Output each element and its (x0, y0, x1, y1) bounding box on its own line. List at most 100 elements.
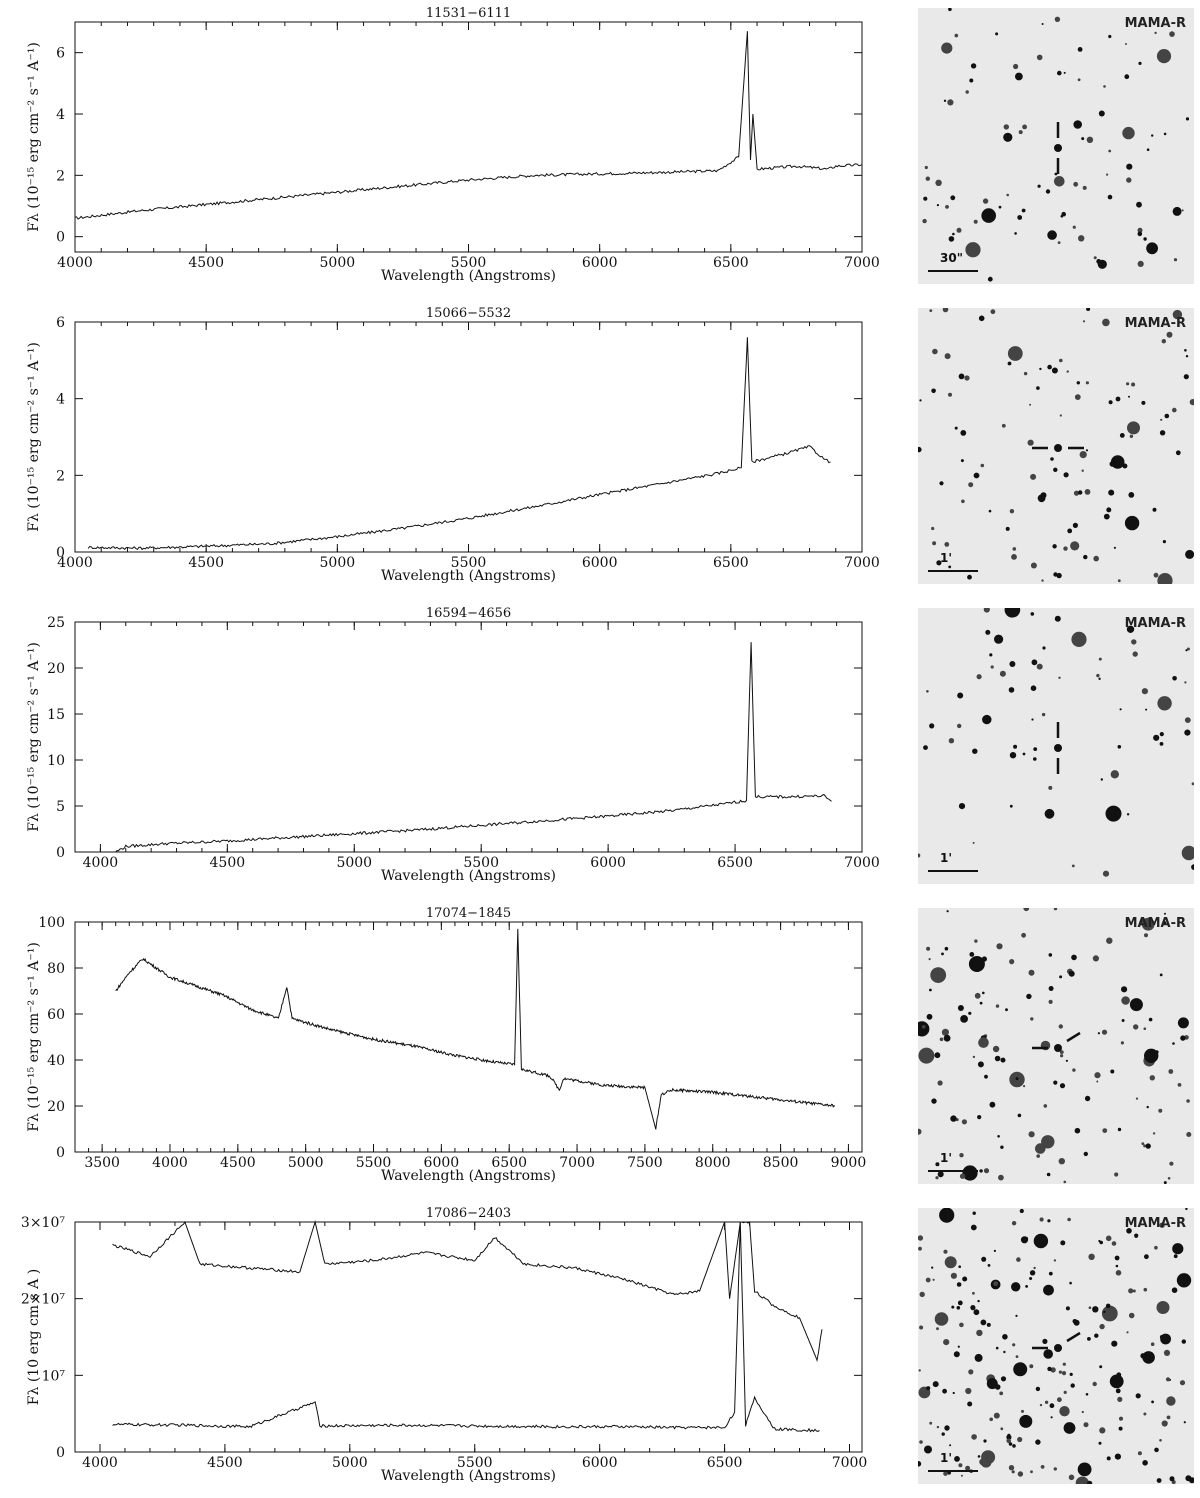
star (918, 1461, 922, 1467)
star (1092, 955, 1099, 962)
star (1125, 43, 1127, 45)
star (1030, 1470, 1033, 1474)
star (1169, 31, 1175, 37)
y-axis-label: Fλ (10⁻¹⁵ erg cm⁻² s⁻¹ A⁻¹) (26, 642, 42, 832)
star (1021, 208, 1026, 213)
star (1185, 549, 1194, 559)
star (1101, 1029, 1108, 1035)
star (943, 99, 947, 103)
star (1173, 1254, 1178, 1259)
chart-title: 16594−4656 (426, 606, 511, 621)
star (1184, 349, 1187, 352)
star (1030, 562, 1037, 569)
star (1062, 1362, 1066, 1366)
star (1186, 647, 1190, 651)
target-star (1054, 144, 1062, 152)
star (1023, 1085, 1026, 1088)
star (1036, 1154, 1040, 1158)
star (976, 674, 982, 680)
star (1154, 1447, 1159, 1453)
star (957, 1300, 963, 1306)
star (982, 991, 985, 995)
star (1181, 1339, 1186, 1344)
star (1021, 1409, 1024, 1413)
star (1102, 870, 1110, 877)
star (1086, 1480, 1093, 1484)
plate-label: MAMA-R (1124, 316, 1186, 331)
star (1066, 370, 1069, 373)
star (1132, 651, 1138, 657)
star (1115, 1388, 1121, 1394)
star (957, 1005, 964, 1011)
star (934, 1052, 941, 1059)
star (1100, 778, 1103, 781)
star (1006, 1434, 1012, 1440)
x-tick-label: 7500 (627, 1155, 663, 1171)
star (1063, 546, 1068, 551)
star (934, 1312, 949, 1326)
star (1177, 1017, 1189, 1029)
star (1109, 461, 1115, 467)
star (918, 1235, 924, 1241)
y-tick-label: 0 (56, 1145, 65, 1161)
finding-chart: MAMA-R 1' (918, 608, 1194, 884)
star (1094, 1333, 1099, 1338)
star (1000, 1427, 1004, 1431)
star (993, 1412, 1000, 1419)
x-tick-label: 5500 (451, 555, 487, 571)
star (1126, 1331, 1129, 1334)
star (1056, 572, 1062, 579)
chart-title: 15066−5532 (426, 306, 511, 321)
star (978, 1037, 989, 1048)
finding-chart: MAMA-R 1' (918, 908, 1194, 1184)
star (941, 952, 944, 956)
star (960, 430, 967, 436)
star (982, 716, 988, 722)
star (1057, 70, 1062, 76)
star (1152, 1132, 1156, 1135)
star (1106, 507, 1112, 513)
star (1065, 1306, 1070, 1311)
x-tick-label: 6500 (713, 255, 749, 271)
star-field (918, 908, 1192, 1184)
star (961, 1119, 967, 1125)
star (943, 1034, 951, 1042)
star (1157, 696, 1172, 711)
star (1108, 34, 1112, 39)
star (1015, 1077, 1019, 1081)
spectrum-chart: 3500 4000 4500 5000 5500 6000 6500 7000 7500 8000… (26, 906, 866, 1184)
star (950, 1115, 957, 1122)
star (1070, 1383, 1075, 1388)
star (977, 1115, 982, 1120)
star (1169, 1161, 1174, 1166)
star (959, 1153, 964, 1158)
star (960, 459, 964, 463)
x-tick-label: 5500 (451, 255, 487, 271)
star (970, 1305, 976, 1311)
star (1121, 986, 1128, 993)
star (1060, 1240, 1066, 1246)
star (1020, 1236, 1029, 1244)
y-tick-label: 0 (56, 230, 65, 246)
star (1171, 1287, 1178, 1293)
x-tick-label: 4000 (82, 1455, 118, 1471)
y-tick-label: 6 (56, 46, 65, 62)
star (1013, 744, 1018, 749)
y-tick-label: 25 (47, 615, 65, 631)
x-tick-label: 6500 (707, 1455, 743, 1471)
star (962, 1165, 978, 1181)
star (1012, 547, 1017, 551)
star (1054, 176, 1065, 187)
star (1058, 1024, 1063, 1029)
y-tick-label: 4 (56, 107, 65, 123)
star (941, 42, 953, 54)
star (1137, 231, 1143, 237)
star (1005, 1008, 1008, 1012)
star (959, 1173, 966, 1179)
star (1122, 126, 1135, 140)
scale-label: 1' (940, 851, 953, 865)
spectrum-line (115, 928, 836, 1130)
star (1098, 657, 1102, 661)
star (976, 1329, 983, 1337)
star (988, 509, 992, 513)
